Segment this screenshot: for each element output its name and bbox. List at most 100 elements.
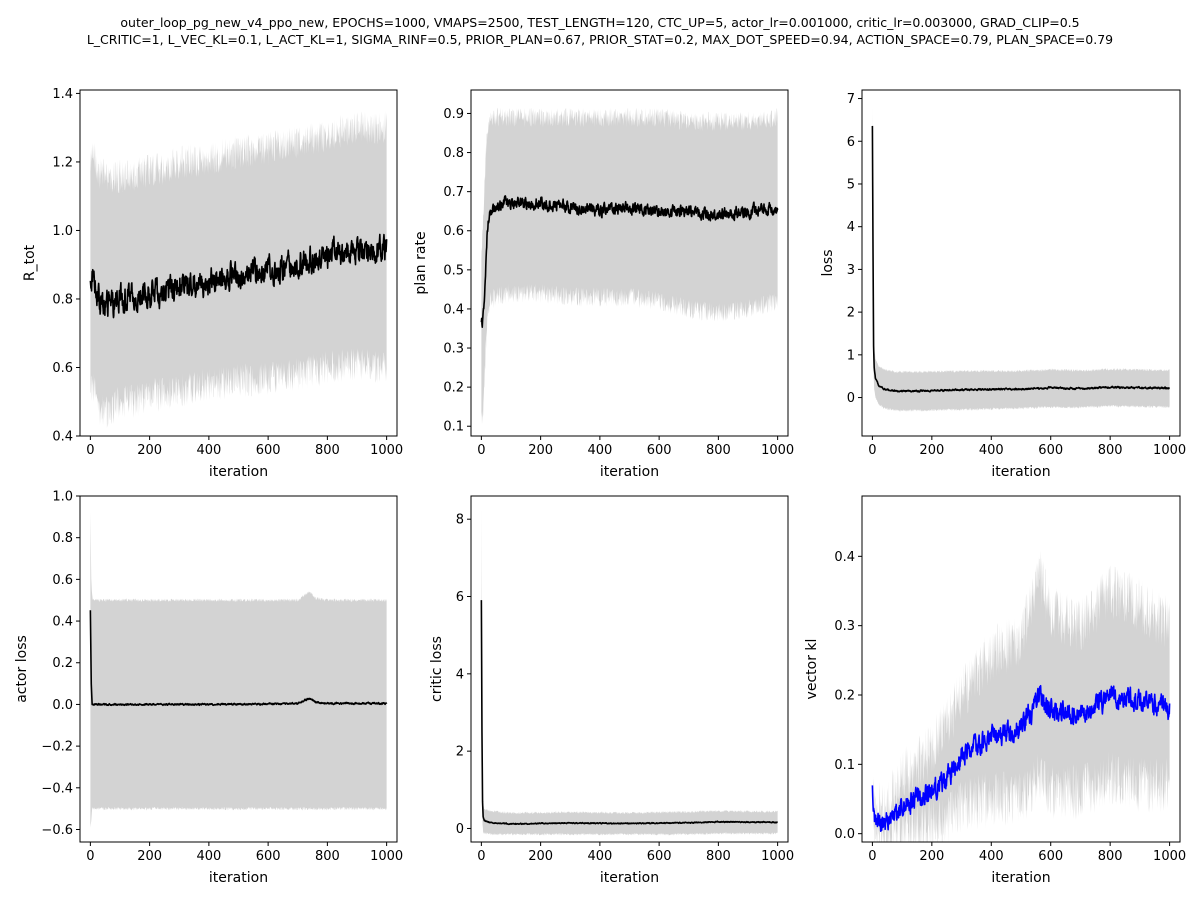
x-tick-label: 800 [1098,443,1123,458]
title-line-2: L_CRITIC=1, L_VEC_KL=0.1, L_ACT_KL=1, SI… [86,32,1114,47]
y-tick-label: 0.1 [443,420,464,435]
y-tick-label: 0.5 [443,263,464,278]
axes-frame [470,89,789,437]
y-tick-label: 0.8 [52,531,73,546]
mean-line [871,684,1171,832]
x-tick-label: 200 [137,443,162,458]
x-tick-label: 800 [315,849,340,864]
std-band [481,507,778,836]
y-tick-label: 0.8 [443,146,464,161]
y-tick-label: 0.9 [443,107,464,122]
plot-area [89,110,388,429]
x-tick-label: 400 [587,443,612,458]
x-tick-label: 200 [919,849,944,864]
x-axis-label: iteration [209,464,268,480]
x-axis-label: iteration [600,464,659,480]
y-tick-label: 0.0 [52,698,73,713]
std-band [872,106,1170,412]
x-tick-label: 1000 [370,443,403,458]
x-tick-label: 0 [86,443,94,458]
y-tick-label: 7 [847,92,855,107]
x-tick-label: 200 [137,849,162,864]
y-axis-label: vector kl [804,639,820,700]
x-tick-label: 1000 [370,849,403,864]
x-tick-label: 600 [1038,443,1063,458]
x-tick-label: 200 [528,443,553,458]
y-tick-label: 0.3 [443,342,464,357]
x-tick-label: 0 [477,849,485,864]
x-tick-label: 600 [256,443,281,458]
x-tick-label: 400 [196,849,221,864]
std-band [481,107,778,425]
y-tick-label: 8 [456,513,464,528]
std-band [90,110,387,429]
y-tick-label: 0 [456,822,464,837]
y-tick-label: 4 [847,220,855,235]
y-tick-label: −0.4 [41,781,73,796]
y-tick-label: 0 [847,391,855,406]
y-tick-label: 5 [847,177,855,192]
y-tick-label: 0.6 [443,224,464,239]
mean-line [480,600,779,826]
x-tick-label: 600 [647,443,672,458]
x-axis-label: iteration [600,870,659,886]
x-tick-label: 0 [477,443,485,458]
x-tick-label: 400 [979,849,1004,864]
y-tick-label: 6 [456,590,464,605]
y-tick-label: 0.0 [834,827,855,842]
x-tick-label: 0 [86,849,94,864]
x-tick-label: 1000 [761,443,794,458]
plot-area [89,512,388,828]
plot-area [871,550,1171,842]
x-axis-label: iteration [991,870,1050,886]
x-tick-label: 400 [587,849,612,864]
axes-frame [861,89,1181,437]
y-tick-label: 4 [456,667,464,682]
x-axis-label: iteration [991,464,1050,480]
std-band [90,512,387,828]
axes-frame [861,495,1181,843]
y-tick-label: 0.2 [834,689,855,704]
y-axis-label: loss [820,249,836,276]
mean-line [480,195,779,328]
y-axis-label: actor loss [14,635,30,703]
mean-line [89,610,388,707]
x-tick-label: 600 [256,849,281,864]
y-tick-label: −0.2 [41,740,73,755]
std-band [872,550,1170,842]
plot-area [480,507,779,836]
y-tick-label: 1.0 [52,224,73,239]
y-tick-label: 1.0 [52,490,73,505]
y-tick-label: 3 [847,263,855,278]
x-tick-label: 0 [868,849,876,864]
y-tick-label: 0.2 [443,381,464,396]
y-axis-label: R_tot [22,244,38,281]
x-axis-label: iteration [209,870,268,886]
y-tick-label: 0.4 [834,550,855,565]
x-tick-label: 1000 [1153,849,1186,864]
y-tick-label: 0.3 [834,619,855,634]
y-tick-label: 0.8 [52,292,73,307]
figure-title: outer_loop_pg_new_v4_ppo_new, EPOCHS=100… [0,14,1200,48]
y-tick-label: 6 [847,135,855,150]
y-tick-label: 2 [456,745,464,760]
plot-area [480,107,779,425]
x-tick-label: 0 [868,443,876,458]
x-tick-label: 600 [647,849,672,864]
x-tick-label: 800 [706,443,731,458]
y-tick-label: 1.2 [52,155,73,170]
y-tick-label: 0.7 [443,185,464,200]
x-tick-label: 1000 [1153,443,1186,458]
x-tick-label: 800 [706,849,731,864]
y-tick-label: 0.1 [834,758,855,773]
title-line-1: outer_loop_pg_new_v4_ppo_new, EPOCHS=100… [120,15,1080,30]
x-tick-label: 200 [528,849,553,864]
y-tick-label: 2 [847,306,855,321]
axes-frame [470,495,789,843]
y-tick-label: 0.4 [443,302,464,317]
